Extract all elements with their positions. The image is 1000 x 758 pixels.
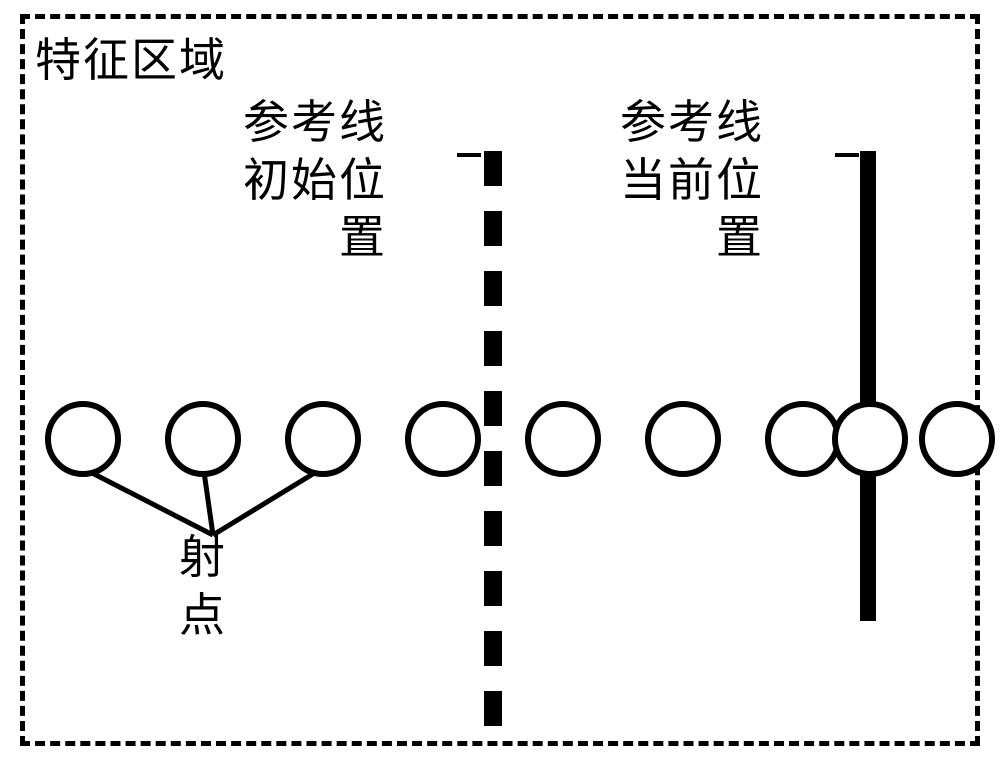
shot-point xyxy=(405,401,481,477)
reference-line-initial-label: 参考线 初始位 置 xyxy=(243,94,387,267)
shot-point xyxy=(832,401,908,477)
shot-label-line1: 射 xyxy=(179,529,227,587)
feature-region-title: 特征区域 xyxy=(35,24,227,90)
shot-point xyxy=(285,401,361,477)
shot-leader-line xyxy=(204,473,213,535)
shot-label-line2: 点 xyxy=(179,587,227,645)
shot-point xyxy=(645,401,721,477)
shot-leader-line xyxy=(92,473,213,535)
shot-points-label: 射 点 xyxy=(179,529,227,644)
ref-current-label-line3: 置 xyxy=(620,209,764,267)
ref-initial-label-line1: 参考线 xyxy=(243,94,387,152)
reference-line-current xyxy=(860,151,876,621)
shot-point xyxy=(165,401,241,477)
shot-point xyxy=(45,401,121,477)
ref-current-label-line2: 当前位 xyxy=(620,152,764,210)
shot-point xyxy=(765,401,841,477)
ref-initial-leader-line xyxy=(457,153,481,157)
shot-points-row xyxy=(25,401,975,481)
ref-current-label-line1: 参考线 xyxy=(620,94,764,152)
shot-leader-line xyxy=(213,473,314,535)
feature-region-box: 特征区域 参考线 初始位 置 参考线 当前位 置 射 点 xyxy=(20,14,980,746)
ref-initial-label-line2: 初始位 xyxy=(243,152,387,210)
ref-initial-label-line3: 置 xyxy=(243,209,387,267)
shot-point xyxy=(919,401,995,477)
ref-current-leader-line xyxy=(835,153,859,157)
reference-line-current-label: 参考线 当前位 置 xyxy=(620,94,764,267)
shot-point xyxy=(525,401,601,477)
